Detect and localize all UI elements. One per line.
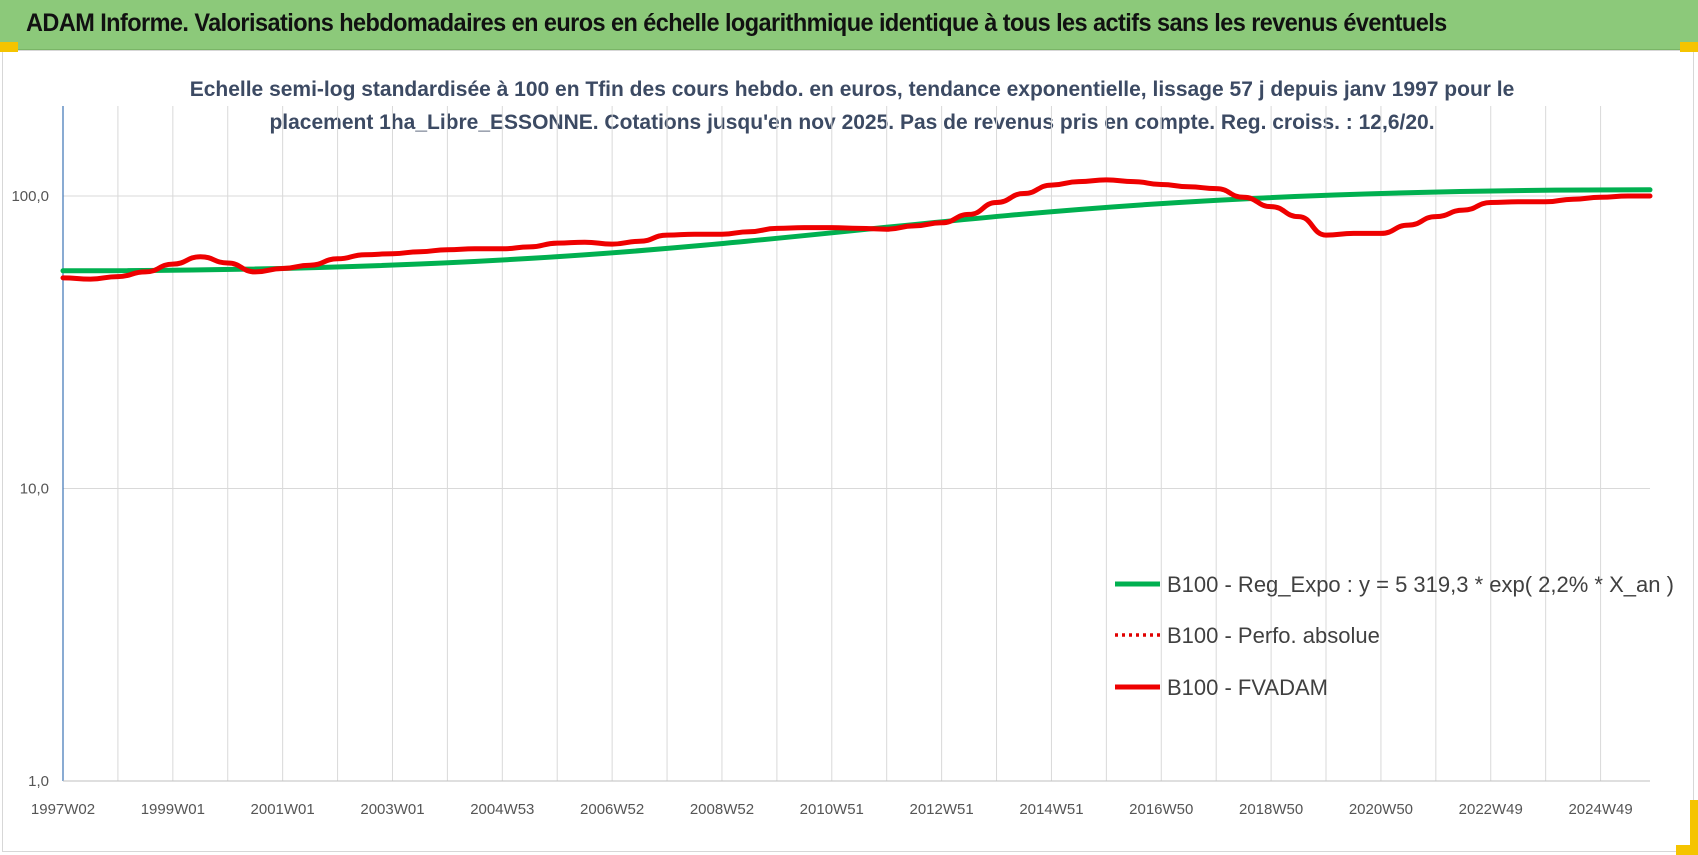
title-bar: ADAM Informe. Valorisations hebdomadaire… bbox=[0, 0, 1698, 50]
x-tick-label: 2022W49 bbox=[1459, 801, 1523, 818]
x-tick-label: 2010W51 bbox=[800, 801, 864, 818]
y-tick-label: 1,0 bbox=[28, 773, 49, 790]
legend-label-2: B100 - FVADAM bbox=[1167, 675, 1328, 700]
page-title: ADAM Informe. Valorisations hebdomadaire… bbox=[26, 9, 1447, 37]
corner-marker-top-left bbox=[0, 42, 18, 52]
grid bbox=[62, 106, 1650, 782]
x-tick-label: 2016W50 bbox=[1129, 801, 1193, 818]
corner-marker-bottom-right bbox=[1690, 800, 1698, 855]
series-line-2 bbox=[60, 177, 1653, 282]
corner-marker-bottom-right-tab bbox=[1676, 845, 1698, 855]
axes: 1,0 10,0 100,0 1997W02 1999W01 2001W01 2003W01… bbox=[11, 106, 1650, 818]
legend-label-0: B100 - Reg_Expo : y = 5 319,3 * exp( 2,2… bbox=[1167, 572, 1674, 597]
x-tick-label: 2020W50 bbox=[1349, 801, 1413, 818]
x-tick-label: 1997W02 bbox=[31, 801, 95, 818]
x-tick-label: 2004W53 bbox=[470, 801, 534, 818]
chart-frame bbox=[2, 50, 1694, 852]
x-tick-label: 2018W50 bbox=[1239, 801, 1303, 818]
chart-subtitle-line-2: placement 1ha_Libre_ESSONNE. Cotations j… bbox=[269, 111, 1434, 134]
series-layer bbox=[60, 177, 1653, 282]
x-tick-label: 2003W01 bbox=[360, 801, 424, 818]
legend-label-1: B100 - Perfo. absolue bbox=[1167, 623, 1380, 648]
x-tick-label: 2008W52 bbox=[690, 801, 754, 818]
legend: B100 - Reg_Expo : y = 5 319,3 * exp( 2,2… bbox=[1115, 572, 1674, 700]
x-tick-label: 2006W52 bbox=[580, 801, 644, 818]
y-tick-label: 10,0 bbox=[20, 481, 49, 498]
x-tick-label: 2001W01 bbox=[251, 801, 315, 818]
x-tick-label: 2012W51 bbox=[910, 801, 974, 818]
x-tick-label: 2014W51 bbox=[1019, 801, 1083, 818]
corner-marker-top-right bbox=[1680, 42, 1698, 52]
chart-subtitle-line-1: Echelle semi-log standardisée à 100 en T… bbox=[190, 78, 1515, 101]
x-tick-label: 1999W01 bbox=[141, 801, 205, 818]
x-tick-label: 2024W49 bbox=[1568, 801, 1632, 818]
y-tick-label: 100,0 bbox=[11, 188, 49, 205]
